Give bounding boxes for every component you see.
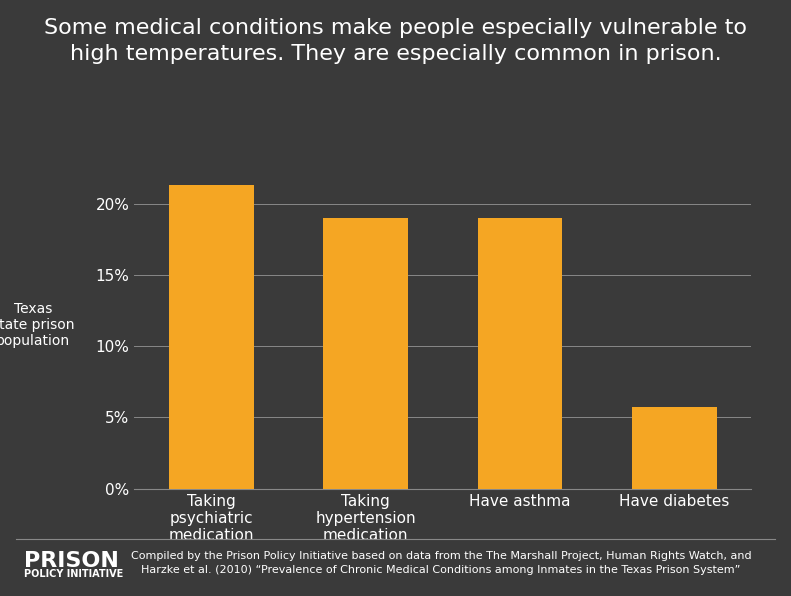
Text: Some medical conditions make people especially vulnerable to
high temperatures. : Some medical conditions make people espe… (44, 18, 747, 64)
Bar (632, 408, 717, 489)
Text: Compiled by the Prison Policy Initiative based on data from the The Marshall Pro: Compiled by the Prison Policy Initiative… (131, 551, 751, 575)
Text: POLICY INITIATIVE: POLICY INITIATIVE (24, 569, 123, 579)
Y-axis label: Texas
state prison
population: Texas state prison population (0, 302, 74, 348)
Bar (478, 218, 562, 489)
Bar (169, 185, 254, 489)
Bar (324, 218, 408, 489)
Text: PRISON: PRISON (24, 551, 119, 572)
